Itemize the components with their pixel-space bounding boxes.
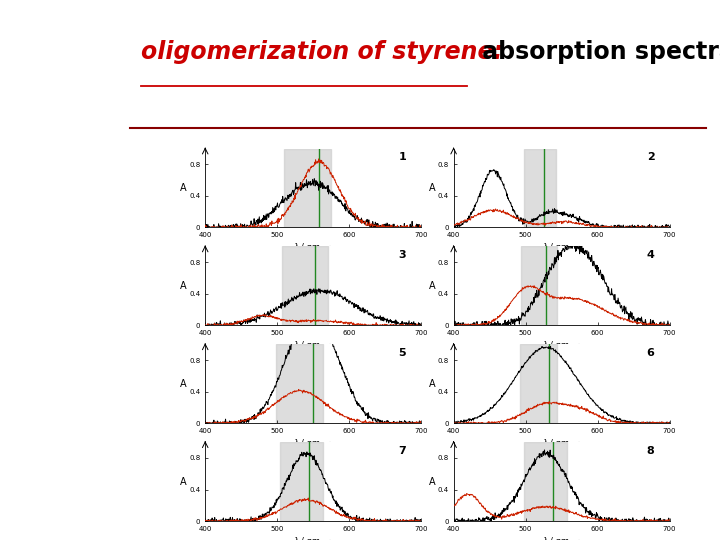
- Y-axis label: A: A: [180, 379, 187, 389]
- Y-axis label: A: A: [180, 183, 187, 193]
- Text: 7: 7: [398, 446, 406, 456]
- Bar: [520, 345, 557, 423]
- X-axis label: $\lambda$ / nm $\rightarrow$: $\lambda$ / nm $\rightarrow$: [541, 339, 582, 350]
- Text: 6: 6: [647, 348, 654, 358]
- X-axis label: $\lambda$ / nm $\rightarrow$: $\lambda$ / nm $\rightarrow$: [541, 437, 582, 448]
- Text: 5: 5: [398, 348, 406, 358]
- Bar: [280, 442, 323, 521]
- Bar: [276, 345, 323, 423]
- Text: 3: 3: [398, 251, 406, 260]
- X-axis label: $\lambda$ / nm $\rightarrow$: $\lambda$ / nm $\rightarrow$: [293, 241, 333, 252]
- X-axis label: $\lambda$ / nm $\rightarrow$: $\lambda$ / nm $\rightarrow$: [293, 339, 333, 350]
- Y-axis label: A: A: [428, 477, 436, 487]
- X-axis label: $\lambda$ / nm $\rightarrow$: $\lambda$ / nm $\rightarrow$: [293, 535, 333, 540]
- Y-axis label: A: A: [428, 183, 436, 193]
- Text: 4: 4: [647, 251, 654, 260]
- Bar: [524, 442, 567, 521]
- Text: 8: 8: [647, 446, 654, 456]
- Y-axis label: A: A: [428, 379, 436, 389]
- X-axis label: $\lambda$ / nm $\rightarrow$: $\lambda$ / nm $\rightarrow$: [541, 241, 582, 252]
- Y-axis label: A: A: [428, 281, 436, 291]
- X-axis label: $\lambda$ / nm $\rightarrow$: $\lambda$ / nm $\rightarrow$: [293, 437, 333, 448]
- Text: 1: 1: [398, 152, 406, 163]
- Bar: [524, 148, 556, 227]
- Text: 2: 2: [647, 152, 654, 163]
- Text: absorption spectra: absorption spectra: [474, 40, 720, 64]
- Bar: [284, 148, 331, 227]
- Y-axis label: A: A: [180, 477, 187, 487]
- Bar: [521, 246, 557, 325]
- Bar: [282, 246, 328, 325]
- Text: oligomerization of styrene:: oligomerization of styrene:: [141, 40, 503, 64]
- Y-axis label: A: A: [180, 281, 187, 291]
- X-axis label: $\lambda$ / nm $\rightarrow$: $\lambda$ / nm $\rightarrow$: [541, 535, 582, 540]
